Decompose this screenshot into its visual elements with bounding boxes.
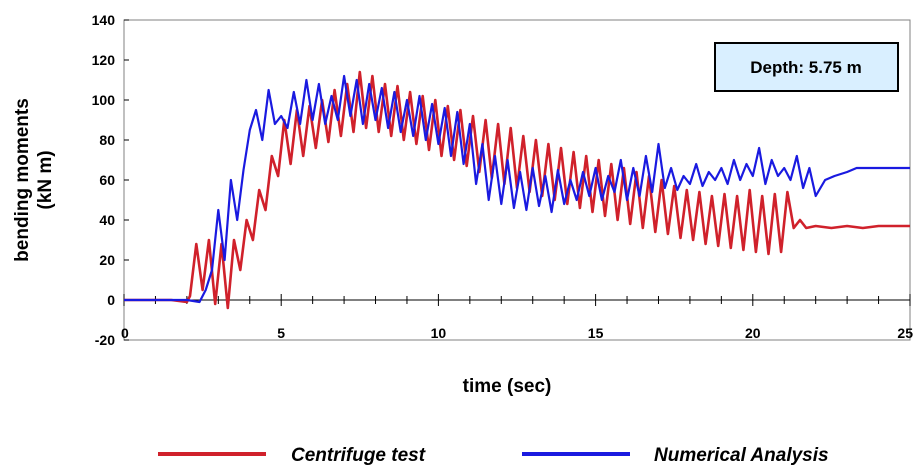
x-tick-label: 20 xyxy=(745,325,761,341)
y-axis-title-line-1: bending moments xyxy=(12,98,33,262)
y-tick-label: 100 xyxy=(92,92,116,108)
y-tick-label: 20 xyxy=(99,252,115,268)
y-tick-label: 120 xyxy=(92,52,116,68)
x-ticks: 0 5 10 15 20 25 xyxy=(121,294,913,341)
y-tick-label: -20 xyxy=(95,332,115,348)
x-tick-label: 5 xyxy=(277,325,285,341)
y-tick-label: 40 xyxy=(99,212,115,228)
depth-annotation: Depth: 5.75 m xyxy=(714,42,899,92)
y-axis-title-line-2: (kN m) xyxy=(35,150,56,209)
y-tick-label: 80 xyxy=(99,132,115,148)
y-tick-label: 60 xyxy=(99,172,115,188)
y-ticks: -20 0 20 40 60 80 100 120 140 xyxy=(92,12,129,348)
y-tick-label: 0 xyxy=(107,292,115,308)
y-axis-title: bending moments (kN m) xyxy=(12,98,56,262)
x-axis-title: time (sec) xyxy=(463,376,552,397)
x-tick-label: 15 xyxy=(588,325,604,341)
depth-annotation-box xyxy=(714,42,899,92)
legend-label-centrifuge: Centrifuge test xyxy=(291,445,426,466)
depth-annotation-text: Depth: 5.75 m xyxy=(750,58,861,77)
legend-label-numerical: Numerical Analysis xyxy=(654,445,829,466)
x-tick-label: 25 xyxy=(897,325,913,341)
series-group xyxy=(124,70,910,310)
x-tick-label: 0 xyxy=(121,325,129,341)
y-tick-label: 140 xyxy=(92,12,116,28)
legend: Centrifuge test Numerical Analysis xyxy=(158,445,829,466)
series-line-numerical-analysis xyxy=(124,74,910,304)
x-tick-label: 10 xyxy=(431,325,447,341)
